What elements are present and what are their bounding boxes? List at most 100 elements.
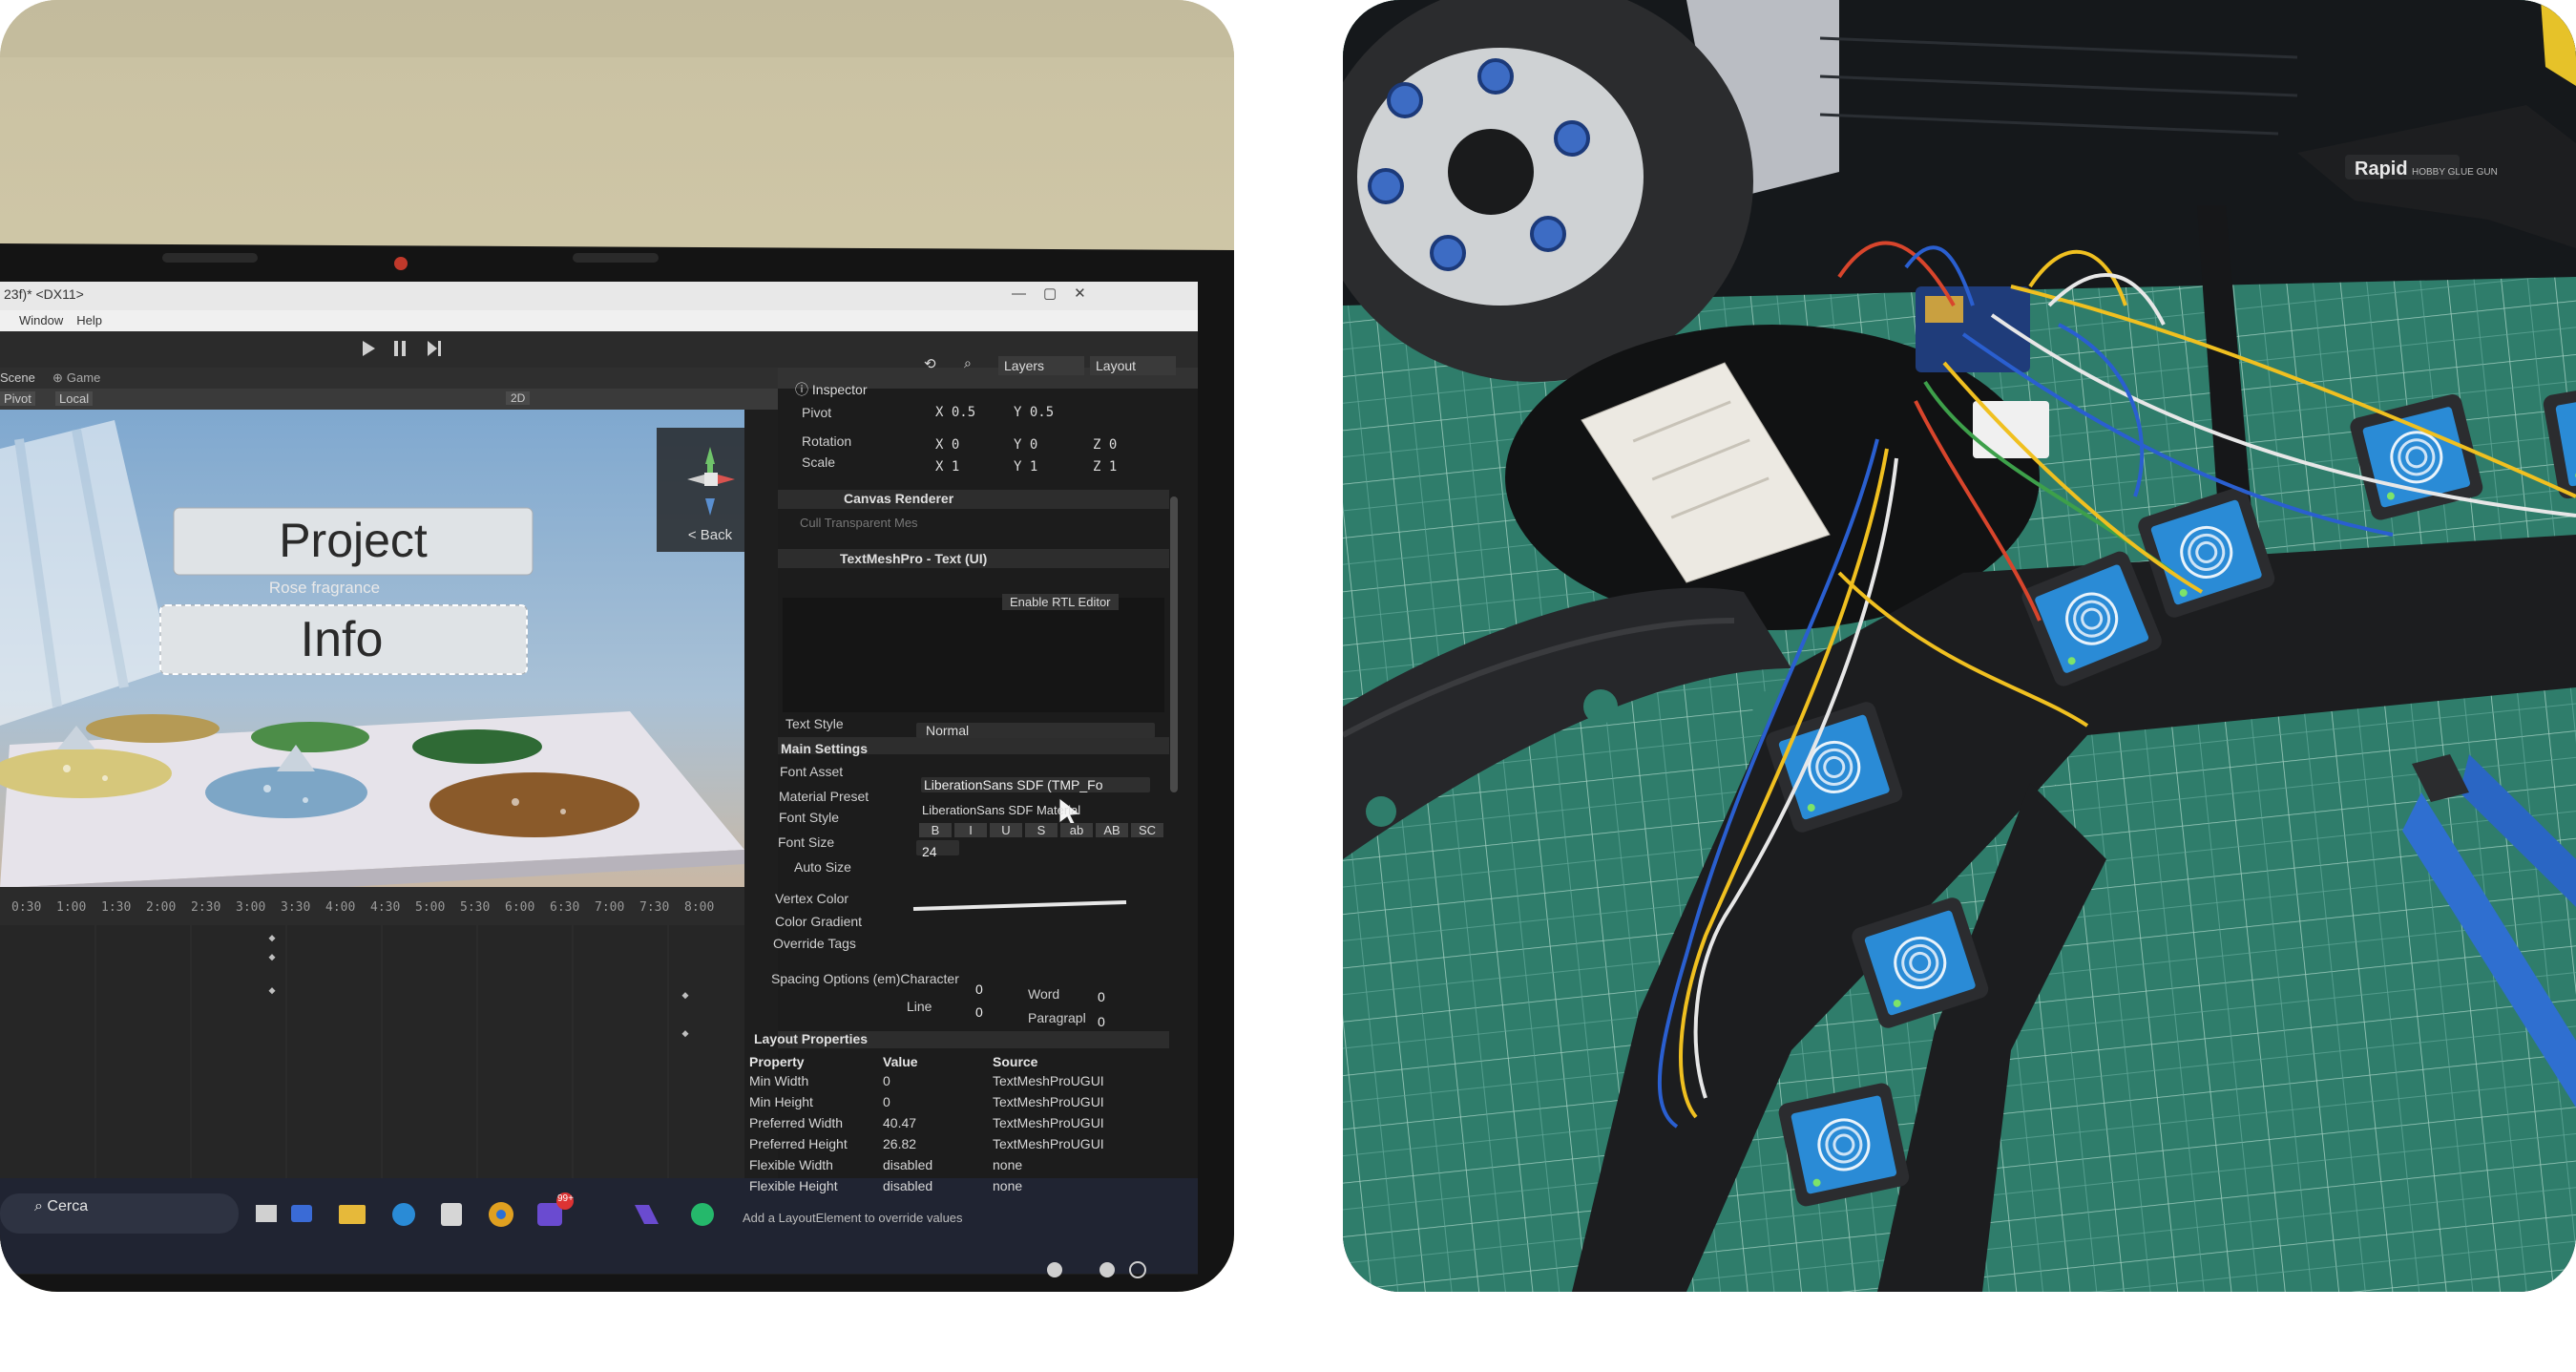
window-reflection bbox=[0, 420, 172, 726]
scale-z[interactable]: Z 1 bbox=[1093, 459, 1118, 475]
tmp-component-header[interactable]: TextMeshPro - Text (UI) bbox=[840, 551, 988, 566]
visual-studio-icon[interactable] bbox=[635, 1205, 659, 1224]
cull-transparent-label: Cull Transparent Mes bbox=[800, 516, 918, 530]
layout-properties-header[interactable]: Layout Properties bbox=[754, 1031, 869, 1046]
layout-cell: none bbox=[993, 1157, 1023, 1172]
layout-cell: Preferred Height bbox=[749, 1136, 848, 1151]
bold-button[interactable]: B bbox=[919, 823, 952, 837]
pivot-y[interactable]: Y 0.5 bbox=[1014, 405, 1055, 420]
mode-2d-button[interactable]: 2D bbox=[506, 391, 531, 405]
strikethrough-button[interactable]: S bbox=[1025, 823, 1058, 837]
uppercase-button[interactable]: AB bbox=[1096, 823, 1128, 837]
inspector-scrollbar[interactable] bbox=[1170, 496, 1178, 792]
breadboard bbox=[1581, 362, 1831, 583]
history-icon[interactable]: ⟲ bbox=[924, 356, 936, 372]
spacing-paragraph-field[interactable]: 0 bbox=[1098, 1014, 1105, 1029]
project-button-label: Project bbox=[279, 514, 428, 567]
step-icon[interactable] bbox=[428, 341, 437, 356]
color-gradient-label: Color Gradient bbox=[775, 914, 863, 929]
pivot-x[interactable]: X 0.5 bbox=[935, 405, 976, 420]
layout-cell: TextMeshProUGUI bbox=[993, 1094, 1104, 1109]
curved-rail bbox=[1343, 587, 1791, 859]
timeline-ruler[interactable] bbox=[0, 887, 744, 925]
search-icon[interactable]: ⌕ bbox=[964, 355, 972, 370]
timeline-area[interactable] bbox=[0, 925, 744, 1178]
font-asset-field[interactable]: LiberationSans SDF (TMP_Fo bbox=[924, 777, 1103, 792]
pivot-label: Pivot bbox=[802, 405, 832, 420]
glue-gun-brand: Rapid bbox=[2355, 158, 2408, 179]
italic-button[interactable]: I bbox=[954, 823, 987, 837]
teams-icon[interactable] bbox=[537, 1203, 562, 1226]
timeline-tick: 2:00 bbox=[146, 900, 176, 915]
timeline-tick: 1:00 bbox=[56, 900, 86, 915]
material-preset-label: Material Preset bbox=[779, 789, 869, 804]
spacing-line-label: Line bbox=[907, 999, 932, 1014]
scale-x[interactable]: X 1 bbox=[935, 459, 960, 475]
taskbar-search-icon: ⌕ bbox=[34, 1198, 48, 1214]
edge-icon[interactable] bbox=[392, 1203, 415, 1226]
layout-cell: 0 bbox=[883, 1073, 890, 1088]
taskbar-search[interactable] bbox=[0, 1193, 239, 1234]
project-button[interactable] bbox=[173, 507, 534, 576]
upright-panel bbox=[2197, 205, 2254, 554]
gizmo-back-label[interactable]: < Back bbox=[688, 527, 733, 543]
auto-size-label: Auto Size bbox=[794, 859, 851, 875]
disc-3 bbox=[412, 729, 542, 764]
rotation-label: Rotation bbox=[802, 433, 852, 449]
smallcaps-button[interactable]: SC bbox=[1131, 823, 1163, 837]
timeline-tick: 0:30 bbox=[11, 900, 41, 915]
spacing-word-field[interactable]: 0 bbox=[1098, 989, 1105, 1004]
disc-2 bbox=[251, 722, 369, 752]
whatsapp-icon[interactable] bbox=[691, 1203, 714, 1226]
photo-electronics-workbench: Rapid HOBBY GLUE GUN bbox=[1343, 0, 2576, 1292]
jumper-wires bbox=[1657, 241, 2576, 1129]
layout-cell: 0 bbox=[883, 1094, 890, 1109]
timeline-tick: 1:30 bbox=[101, 900, 131, 915]
canvas-renderer-header[interactable]: Canvas Renderer bbox=[844, 491, 954, 506]
scale-y[interactable]: Y 1 bbox=[1014, 459, 1038, 475]
view-gizmo[interactable] bbox=[657, 428, 744, 552]
spacing-character-field[interactable]: 0 bbox=[975, 982, 983, 997]
play-icon[interactable] bbox=[363, 341, 375, 356]
font-size-field[interactable]: 24 bbox=[922, 844, 937, 859]
layout-cell: none bbox=[993, 1178, 1023, 1193]
layers-dropdown[interactable]: Layers bbox=[998, 356, 1084, 375]
timeline-tick: 8:00 bbox=[684, 900, 714, 915]
underline-button[interactable]: U bbox=[990, 823, 1022, 837]
main-settings-header[interactable]: Main Settings bbox=[781, 741, 869, 756]
text-input-area[interactable] bbox=[783, 598, 1164, 712]
tab-game[interactable]: ⊕ Game bbox=[52, 370, 100, 386]
vertex-color-bar[interactable] bbox=[912, 900, 1127, 911]
inspector-panel bbox=[778, 368, 1198, 1241]
taskbar-search-text[interactable]: ⌕ Cerca bbox=[34, 1198, 88, 1215]
rtl-editor-toggle[interactable]: Enable RTL Editor bbox=[1002, 594, 1119, 610]
lowercase-button[interactable]: ab bbox=[1060, 823, 1093, 837]
pause-icon[interactable] bbox=[394, 341, 398, 356]
layout-cell: TextMeshProUGUI bbox=[993, 1073, 1104, 1088]
disc-5 bbox=[205, 767, 367, 818]
inspector-tab[interactable]: ⓘ Inspector bbox=[795, 380, 867, 399]
rotation-x[interactable]: X 0 bbox=[935, 437, 960, 453]
info-button-label: Info bbox=[301, 612, 384, 667]
tab-scene[interactable]: Scene bbox=[0, 370, 35, 385]
menu-help[interactable]: Help bbox=[76, 313, 102, 327]
touch-sensor-module bbox=[1766, 702, 1903, 833]
touch-sensor-module bbox=[1778, 1083, 1910, 1207]
rotation-z[interactable]: Z 0 bbox=[1093, 437, 1118, 453]
local-toggle[interactable]: Local bbox=[55, 391, 94, 406]
pivot-toggle[interactable]: Pivot bbox=[0, 391, 35, 406]
timeline-tick: 6:00 bbox=[505, 900, 534, 915]
window-titlebar bbox=[0, 282, 1198, 310]
touch-sensor-module bbox=[1852, 897, 1989, 1028]
timeline-tick: 7:00 bbox=[595, 900, 624, 915]
material-preset-dropdown[interactable]: LiberationSans SDF Material bbox=[922, 803, 1081, 817]
menu-window[interactable]: Window bbox=[19, 313, 64, 327]
rotation-y[interactable]: Y 0 bbox=[1014, 437, 1038, 453]
file-explorer-icon[interactable] bbox=[339, 1205, 366, 1224]
font-size-label: Font Size bbox=[778, 834, 835, 850]
layout-dropdown[interactable]: Layout bbox=[1090, 356, 1176, 375]
window-controls[interactable]: —▢✕ bbox=[1012, 285, 1103, 302]
text-style-dropdown[interactable]: Normal bbox=[926, 723, 970, 738]
layout-header-cell: Value bbox=[883, 1054, 918, 1069]
spacing-line-field[interactable]: 0 bbox=[975, 1004, 983, 1020]
